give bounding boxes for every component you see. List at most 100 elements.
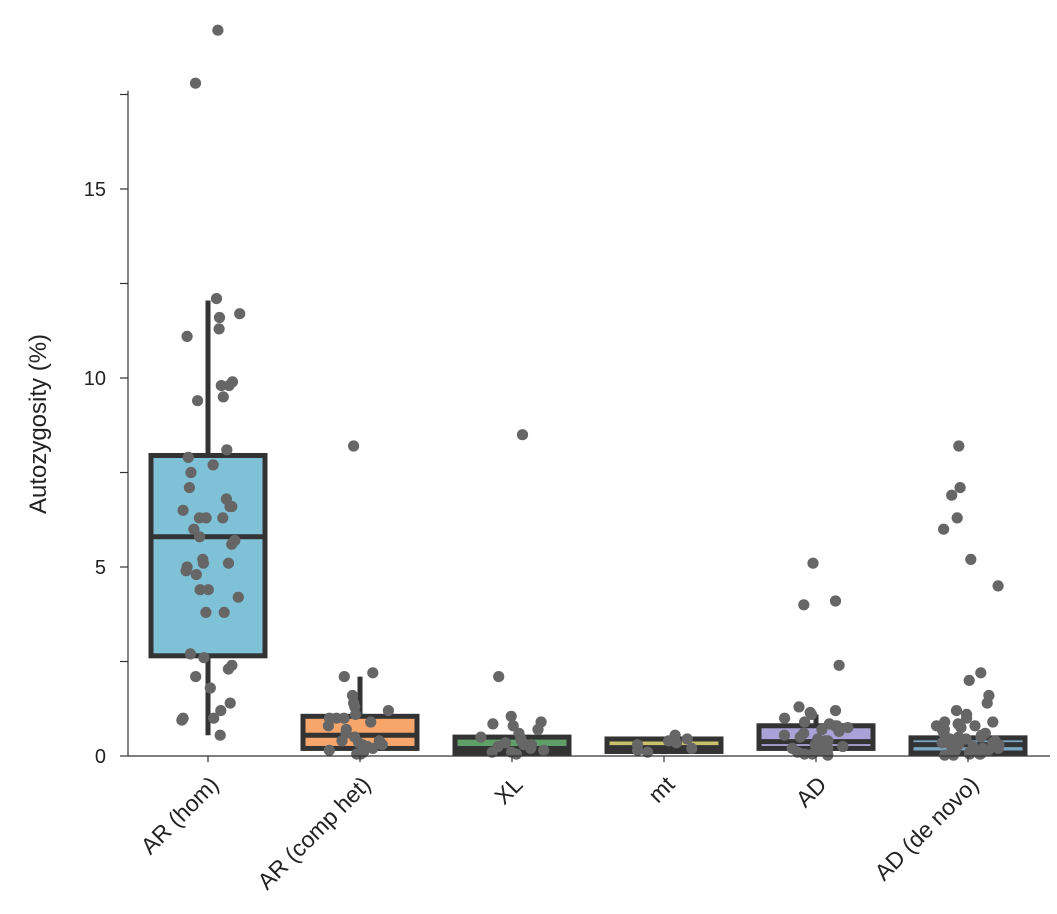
data-point (200, 606, 212, 619)
data-point (798, 599, 810, 611)
data-point (194, 584, 206, 596)
data-point (192, 395, 204, 407)
data-point (188, 523, 200, 535)
data-point (798, 748, 811, 760)
y-tick-label: 0 (95, 746, 106, 768)
data-point (822, 749, 834, 761)
data-point (338, 671, 350, 683)
data-point (322, 720, 334, 732)
data-point (833, 725, 845, 738)
x-tick-label: AD (791, 771, 832, 812)
data-point (951, 512, 963, 524)
box-iqr (148, 452, 268, 659)
data-point (475, 731, 487, 743)
data-point (946, 489, 958, 501)
data-point (842, 722, 854, 734)
data-point (224, 697, 236, 709)
data-point (217, 391, 229, 403)
data-point (323, 744, 335, 756)
data-point (190, 671, 202, 683)
data-point (226, 538, 238, 550)
data-point (382, 705, 394, 717)
data-point (215, 380, 227, 392)
data-point (954, 482, 966, 494)
data-point (987, 716, 999, 728)
data-point (183, 482, 195, 494)
data-point (176, 714, 188, 726)
data-point (493, 671, 505, 683)
data-point (365, 716, 377, 728)
plot-area (148, 24, 1028, 761)
data-point (961, 712, 973, 724)
data-point (955, 722, 967, 734)
data-point (686, 742, 698, 755)
x-tick-label: AD (de novo) (869, 771, 983, 885)
y-tick-label: 5 (95, 557, 106, 579)
data-point (348, 440, 360, 452)
data-point (632, 744, 644, 756)
data-point (532, 723, 544, 736)
data-point (681, 733, 693, 745)
data-point (189, 77, 202, 89)
y-tick-label: 15 (84, 179, 106, 201)
data-point (355, 748, 367, 760)
box-group-0 (148, 300, 268, 736)
data-point (221, 444, 233, 456)
data-point (234, 308, 246, 320)
data-point (816, 723, 828, 736)
data-point (210, 293, 223, 305)
data-point (350, 708, 362, 721)
data-point (510, 748, 522, 760)
data-point (214, 729, 226, 741)
data-point (207, 459, 219, 471)
data-point (981, 697, 993, 709)
data-point (177, 504, 189, 516)
data-point (217, 512, 229, 524)
data-point (232, 591, 244, 603)
data-point (184, 648, 196, 660)
data-point (525, 742, 537, 755)
data-point (185, 466, 197, 479)
data-point (829, 595, 842, 607)
x-tick-label: AR (hom) (136, 771, 224, 859)
data-point (330, 712, 343, 724)
data-point (947, 749, 960, 761)
data-point (975, 731, 987, 743)
data-point (224, 500, 236, 513)
data-point (182, 451, 194, 463)
data-point (486, 746, 498, 758)
data-point (794, 731, 806, 743)
data-point (837, 740, 849, 753)
data-point (779, 712, 791, 724)
data-point (180, 565, 192, 577)
data-point (487, 718, 499, 730)
data-point (197, 557, 209, 569)
data-point (202, 584, 214, 596)
data-point (938, 523, 950, 535)
data-point (992, 742, 1004, 755)
data-point (213, 311, 226, 324)
data-point (213, 323, 225, 335)
data-point (516, 429, 529, 441)
y-tick-label: 10 (84, 368, 106, 390)
x-tick-label: AR (comp het) (252, 771, 375, 894)
data-point (939, 749, 951, 761)
data-point (193, 512, 205, 524)
data-point (367, 742, 379, 755)
data-point (212, 24, 224, 36)
data-point (953, 440, 965, 452)
data-point (538, 744, 550, 756)
data-point (992, 580, 1004, 592)
data-point (223, 380, 235, 392)
data-point (793, 701, 805, 713)
data-point (975, 667, 987, 679)
data-point (963, 674, 975, 687)
y-axis: 0 5 10 15 (84, 90, 129, 768)
data-point (807, 557, 819, 569)
data-point (833, 659, 845, 671)
data-point (505, 710, 517, 722)
data-point (215, 705, 227, 717)
data-point (805, 708, 818, 721)
data-point (204, 682, 216, 694)
